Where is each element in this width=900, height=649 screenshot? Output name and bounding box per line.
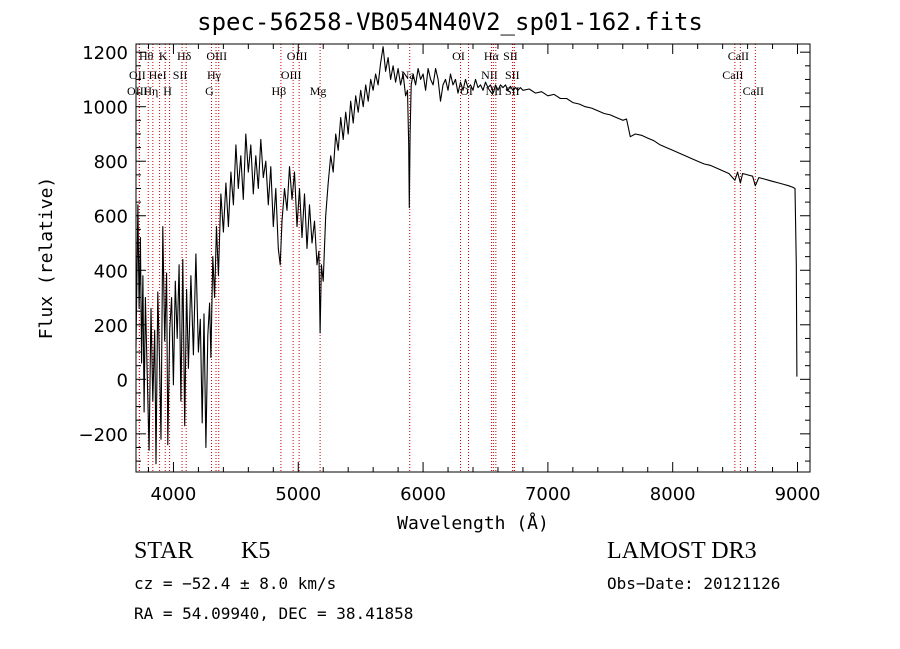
marker-label-25: CaII bbox=[728, 49, 749, 63]
x-tick-label-4: 8000 bbox=[650, 484, 696, 505]
y-tick-label-4: 600 bbox=[94, 207, 128, 228]
x-tick-label-5: 9000 bbox=[775, 484, 821, 505]
x-tick-label-1: 5000 bbox=[275, 484, 321, 505]
marker-label-13: OIII bbox=[281, 68, 302, 82]
survey-name: LAMOST DR3 bbox=[607, 538, 757, 564]
y-tick-label-7: 1200 bbox=[82, 43, 128, 64]
y-tick-label-3: 400 bbox=[94, 261, 128, 282]
y-tick-label-6: 1000 bbox=[82, 98, 128, 119]
x-axis-label: Wavelength (Å) bbox=[397, 512, 549, 534]
spectrum-line bbox=[135, 46, 798, 465]
marker-label-12: OIII bbox=[287, 49, 308, 63]
chart-title: spec-56258-VB054N40V2_sp01-162.fits bbox=[197, 8, 703, 36]
marker-label-14: Hβ bbox=[272, 84, 287, 98]
marker-label-11: G bbox=[205, 84, 214, 98]
x-tick-label-2: 6000 bbox=[400, 484, 446, 505]
marker-label-23: SII bbox=[505, 68, 520, 82]
marker-label-22: SII bbox=[503, 49, 518, 63]
marker-label-24: SII bbox=[505, 84, 520, 98]
marker-label-7: SII bbox=[173, 68, 188, 82]
marker-label-27: CaII bbox=[743, 84, 764, 98]
ra-dec-coordinates: RA = 54.09940, DEC = 38.41858 bbox=[134, 604, 414, 623]
redshift-velocity: cz = −52.4 ± 8.0 km/s bbox=[134, 574, 337, 593]
marker-label-26: CaII bbox=[722, 68, 743, 82]
plot-frame bbox=[135, 43, 811, 473]
y-axis-label: Flux (relative) bbox=[36, 177, 57, 340]
y-tick-label-1: 0 bbox=[117, 370, 128, 391]
marker-label-3: K bbox=[159, 49, 168, 63]
y-tick-label-5: 800 bbox=[94, 152, 128, 173]
marker-label-9: OIII bbox=[206, 49, 227, 63]
spectral-class: STAR bbox=[134, 538, 194, 564]
marker-label-5: Hη bbox=[143, 84, 158, 98]
spectral-subclass: K5 bbox=[241, 538, 271, 564]
marker-label-15: Mg bbox=[310, 84, 327, 98]
marker-label-10: Hγ bbox=[207, 68, 222, 82]
observation-date: Obs−Date: 20121126 bbox=[607, 574, 781, 593]
marker-label-17: OI bbox=[452, 49, 465, 63]
marker-label-6: Hδ bbox=[177, 49, 192, 63]
marker-label-16: Na bbox=[401, 68, 416, 82]
marker-label-0: Hθ bbox=[139, 49, 154, 63]
x-tick-label-0: 4000 bbox=[151, 484, 197, 505]
marker-label-20: NII bbox=[481, 68, 498, 82]
y-tick-label-2: 200 bbox=[94, 316, 128, 337]
axis-ticks: 4000 5000 6000 7000 8000 9000 −200 0 200 400 600 80… bbox=[79, 43, 821, 505]
marker-label-2: OIII bbox=[127, 84, 148, 98]
marker-label-1: OII bbox=[129, 68, 146, 82]
marker-label-4: HeI bbox=[149, 68, 167, 82]
marker-label-8: H bbox=[163, 84, 172, 98]
y-tick-label-0: −200 bbox=[79, 425, 128, 446]
x-tick-label-3: 7000 bbox=[525, 484, 571, 505]
